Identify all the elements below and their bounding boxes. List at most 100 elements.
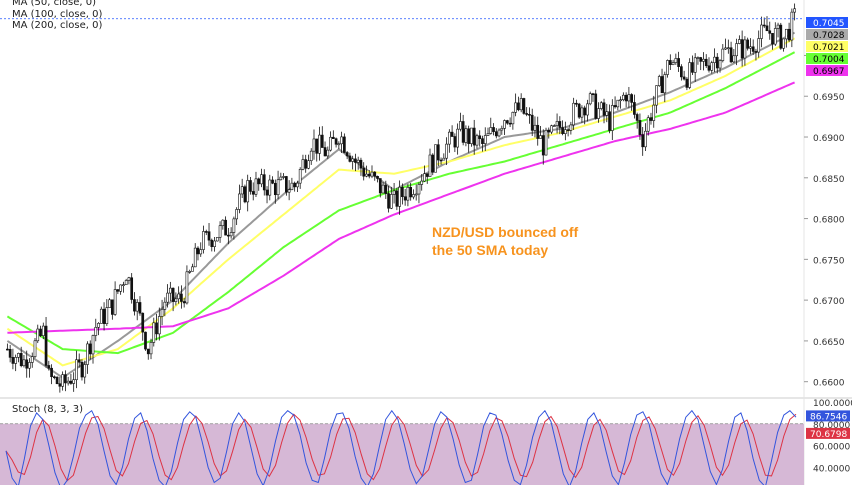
candle-body	[298, 169, 302, 184]
candle-body	[530, 114, 534, 131]
candle-body	[207, 231, 211, 241]
candle-body	[285, 176, 288, 193]
candle-body	[674, 58, 678, 63]
candle-body	[213, 240, 216, 247]
candle-body	[713, 56, 716, 63]
candle-body	[193, 247, 197, 268]
candle-body	[199, 249, 203, 255]
candle-body	[566, 129, 570, 131]
candle-body	[398, 186, 401, 207]
candle-body	[757, 38, 761, 53]
candle-body	[384, 184, 388, 194]
candle-body	[174, 298, 178, 302]
candle-body	[539, 135, 542, 139]
candle-body	[373, 171, 377, 177]
candle-body	[367, 173, 371, 177]
ma-line	[6, 31, 796, 379]
candle-body	[447, 131, 451, 145]
candle-body	[762, 24, 766, 27]
candle-body	[414, 193, 418, 196]
candle-body	[58, 383, 62, 387]
candle-body	[423, 173, 426, 182]
candle-body	[251, 191, 255, 195]
candle-body	[229, 232, 233, 237]
candle-body	[420, 180, 424, 185]
stochastic-tick-label: 40.0000	[813, 464, 850, 474]
candle-body	[754, 51, 758, 53]
candle-body	[180, 293, 183, 302]
stochastic-value-box	[806, 427, 850, 439]
candle-body	[282, 176, 285, 178]
candle-body	[671, 62, 675, 65]
candle-body	[657, 76, 661, 86]
candle-body	[787, 28, 791, 41]
candle-body	[519, 98, 523, 111]
candle-body	[362, 167, 366, 177]
candle-body	[122, 284, 125, 287]
candle-body	[718, 60, 722, 69]
candle-body	[80, 361, 84, 378]
candle-body	[575, 102, 578, 105]
candle-body	[677, 58, 680, 67]
candle-body	[235, 209, 238, 220]
candle-body	[17, 353, 20, 358]
candle-body	[699, 57, 703, 62]
candle-body	[149, 342, 153, 355]
candle-body	[483, 135, 487, 144]
candle-body	[166, 292, 169, 303]
candle-body	[666, 60, 669, 75]
candle-body	[6, 348, 9, 351]
candle-body	[30, 356, 34, 363]
candle-body	[91, 335, 95, 355]
candle-body	[436, 144, 440, 161]
candle-body	[127, 277, 131, 281]
stochastic-tick-label: 80.0000	[813, 421, 850, 431]
candle-body	[329, 136, 332, 151]
candle-body	[392, 190, 396, 195]
price-label-box	[806, 65, 848, 76]
candle-body	[210, 239, 214, 247]
candle-body	[365, 173, 368, 177]
candle-body	[555, 121, 559, 126]
candle-body	[312, 138, 316, 152]
candle-body	[442, 157, 446, 161]
candle-body	[202, 231, 205, 250]
candle-body	[528, 113, 531, 116]
candle-body	[243, 186, 247, 203]
candle-body	[163, 301, 167, 310]
candle-body	[66, 380, 70, 384]
candle-body	[693, 57, 697, 73]
candle-body	[771, 33, 774, 45]
candle-body	[146, 348, 150, 355]
candle-body	[97, 323, 100, 328]
candle-body	[749, 46, 752, 49]
candle-body	[489, 127, 493, 134]
candle-body	[315, 138, 319, 154]
candle-body	[55, 376, 59, 385]
candle-body	[116, 289, 120, 292]
candle-body	[738, 39, 741, 44]
candle-body	[646, 117, 650, 132]
price-tick-label: 0.6600	[813, 379, 845, 389]
candle-body	[403, 196, 407, 201]
candle-body	[572, 102, 575, 126]
candle-body	[133, 299, 136, 312]
candle-body	[768, 30, 772, 34]
candle-body	[293, 182, 297, 188]
candle-body	[470, 127, 473, 144]
candle-body	[696, 57, 700, 59]
candle-body	[726, 47, 730, 50]
candle-body	[599, 102, 603, 109]
candle-body	[188, 271, 192, 273]
candle-body	[196, 247, 200, 255]
candle-body	[94, 326, 98, 336]
candle-body	[765, 25, 769, 32]
candle-body	[569, 124, 573, 131]
candle-body	[776, 24, 780, 29]
candles	[6, 3, 796, 393]
price-tick-label: 0.6950	[813, 93, 845, 103]
price-label-box	[806, 17, 848, 28]
candle-body	[41, 325, 45, 336]
candle-body	[351, 158, 355, 162]
candle-body	[613, 105, 617, 108]
